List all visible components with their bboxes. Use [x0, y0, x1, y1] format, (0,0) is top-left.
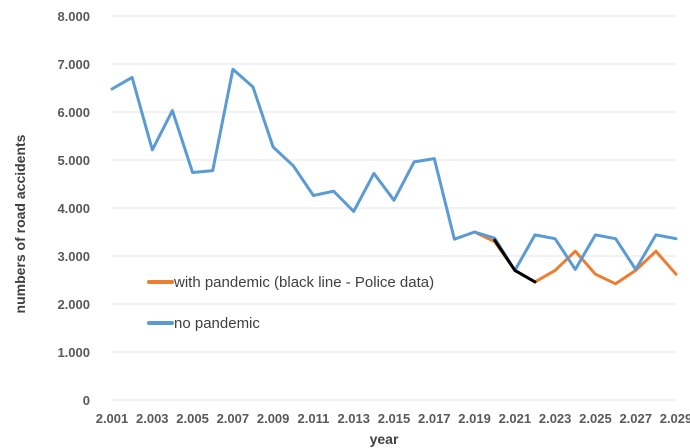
y-tick-label: 6.000: [57, 105, 90, 120]
x-axis-tick-labels: 2.001 2.003 2.005 2.007 2.009 2.011 2.013 2.015…: [96, 411, 690, 426]
legend-label-no-pandemic: no pandemic: [174, 315, 260, 332]
legend-label-with-pandemic: with pandemic (black line - Police data): [173, 274, 434, 291]
y-tick-label: 8.000: [57, 9, 90, 24]
x-tick-label: 2.005: [176, 411, 209, 426]
x-tick-label: 2.021: [499, 411, 532, 426]
x-tick-label: 2.017: [418, 411, 451, 426]
y-axis-title: numbers of road accidents: [12, 134, 28, 313]
x-axis-title: year: [370, 431, 399, 447]
series-no-pandemic-line: [110, 67, 678, 272]
y-tick-label: 2.000: [57, 297, 90, 312]
y-tick-label: 7.000: [57, 57, 90, 72]
x-tick-label: 2.001: [96, 411, 129, 426]
x-tick-label: 2.013: [337, 411, 370, 426]
grid-lines: [112, 15, 676, 401]
x-tick-label: 2.007: [217, 411, 250, 426]
y-tick-label: 1.000: [57, 345, 90, 360]
x-tick-label: 2.015: [378, 411, 411, 426]
y-axis-tick-labels: 0 1.000 2.000 3.000 4.000 5.000 6.000 7.000 8.00…: [57, 9, 90, 408]
series-police-data-line: [493, 238, 537, 284]
legend: with pandemic (black line - Police data)…: [147, 274, 434, 332]
y-tick-label: 5.000: [57, 153, 90, 168]
x-tick-label: 2.003: [136, 411, 169, 426]
x-tick-label: 2.023: [539, 411, 572, 426]
x-tick-label: 2.027: [619, 411, 652, 426]
series-lines: [110, 67, 678, 286]
y-tick-label: 0: [83, 393, 90, 408]
y-tick-label: 3.000: [57, 249, 90, 264]
x-tick-label: 2.011: [298, 411, 330, 426]
x-tick-label: 2.029: [660, 411, 690, 426]
x-tick-label: 2.025: [579, 411, 612, 426]
y-tick-label: 4.000: [57, 201, 90, 216]
x-tick-label: 2.019: [458, 411, 491, 426]
x-tick-label: 2.009: [257, 411, 290, 426]
